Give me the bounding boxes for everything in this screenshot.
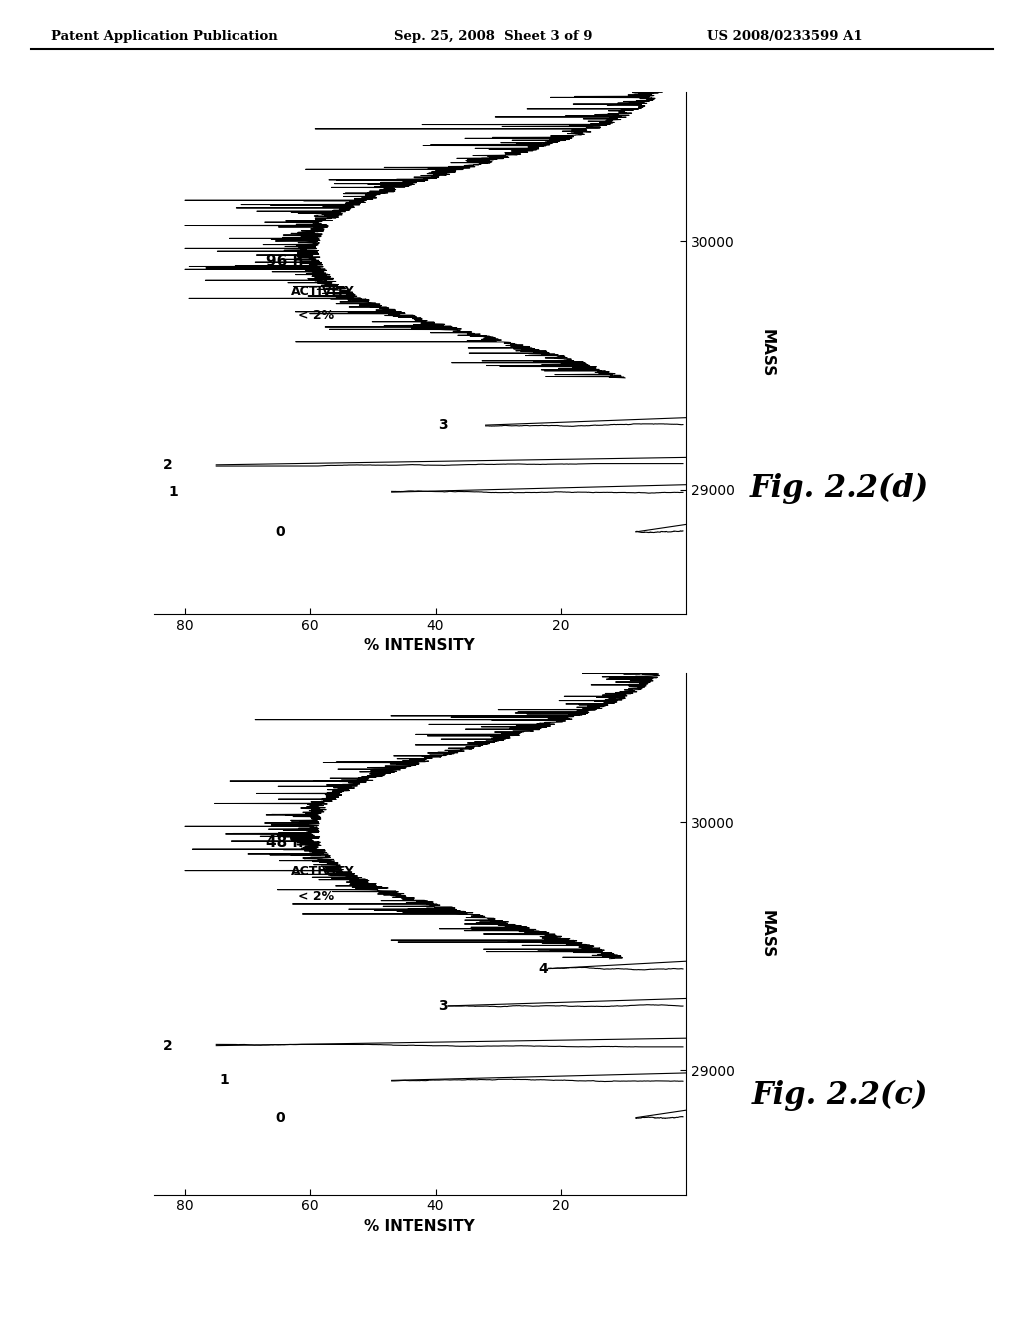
Text: 2: 2 <box>163 458 172 471</box>
Text: 1: 1 <box>169 486 178 499</box>
X-axis label: % INTENSITY: % INTENSITY <box>365 1218 475 1234</box>
Text: Fig. 2.2(c): Fig. 2.2(c) <box>752 1080 928 1111</box>
Text: US 2008/0233599 A1: US 2008/0233599 A1 <box>707 30 862 44</box>
Text: 2: 2 <box>163 1039 172 1052</box>
Text: 1: 1 <box>219 1073 228 1088</box>
Y-axis label: MASS: MASS <box>760 329 775 378</box>
Text: Patent Application Publication: Patent Application Publication <box>51 30 278 44</box>
Text: Sep. 25, 2008  Sheet 3 of 9: Sep. 25, 2008 Sheet 3 of 9 <box>394 30 593 44</box>
Y-axis label: MASS: MASS <box>760 909 775 958</box>
Text: 4: 4 <box>539 962 548 975</box>
Text: 0: 0 <box>275 1110 285 1125</box>
Text: 0: 0 <box>275 525 285 539</box>
Text: 48 h: 48 h <box>266 834 304 850</box>
Text: 96 h: 96 h <box>266 253 304 269</box>
Text: < 2%: < 2% <box>298 890 334 903</box>
Text: ACTIVITY: ACTIVITY <box>292 866 355 878</box>
X-axis label: % INTENSITY: % INTENSITY <box>365 638 475 653</box>
Text: 3: 3 <box>438 999 449 1012</box>
Text: 3: 3 <box>438 418 449 432</box>
Text: Fig. 2.2(d): Fig. 2.2(d) <box>751 473 929 504</box>
Text: < 2%: < 2% <box>298 309 334 322</box>
Text: ACTIVITY: ACTIVITY <box>292 285 355 297</box>
